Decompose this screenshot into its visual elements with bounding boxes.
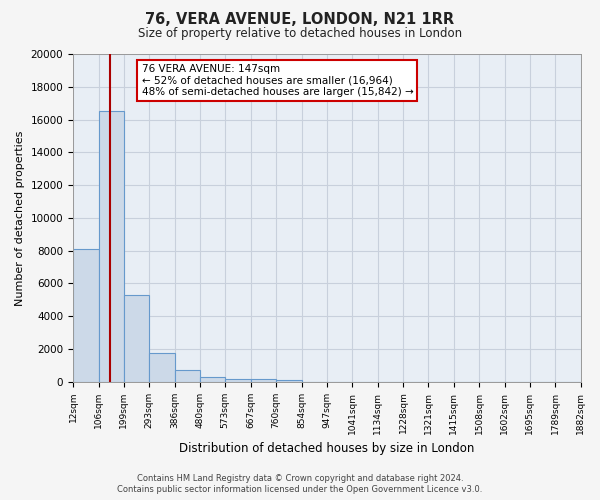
Bar: [175, 370, 200, 382]
Text: Contains HM Land Registry data © Crown copyright and database right 2024.
Contai: Contains HM Land Registry data © Crown c…: [118, 474, 482, 494]
Y-axis label: Number of detached properties: Number of detached properties: [15, 130, 25, 306]
Text: 76 VERA AVENUE: 147sqm
← 52% of detached houses are smaller (16,964)
48% of semi: 76 VERA AVENUE: 147sqm ← 52% of detached…: [142, 64, 413, 97]
Bar: [200, 377, 225, 382]
Bar: [149, 353, 175, 382]
Bar: [124, 295, 149, 382]
Bar: [73, 249, 98, 382]
Bar: [251, 380, 276, 382]
Bar: [225, 378, 251, 382]
Text: Size of property relative to detached houses in London: Size of property relative to detached ho…: [138, 26, 462, 40]
Text: 76, VERA AVENUE, LONDON, N21 1RR: 76, VERA AVENUE, LONDON, N21 1RR: [145, 12, 455, 28]
X-axis label: Distribution of detached houses by size in London: Distribution of detached houses by size …: [179, 442, 475, 455]
Bar: [276, 380, 302, 382]
Bar: [98, 112, 124, 382]
